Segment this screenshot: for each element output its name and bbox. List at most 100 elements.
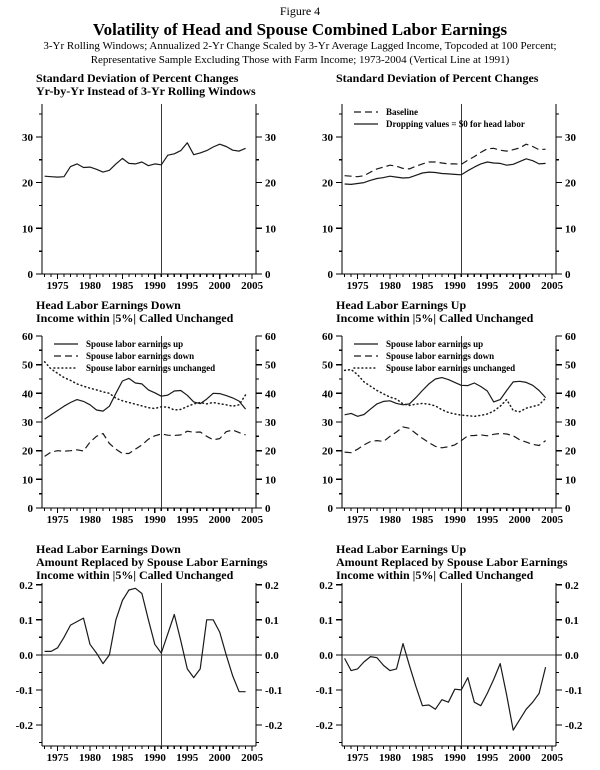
x-tick-label: 2000: [509, 514, 531, 526]
y-tick-label-right: 0: [265, 503, 271, 515]
x-tick-label: 2005: [541, 752, 564, 764]
chart-head-up-replacement: Head Labor Earnings Up Amount Replaced by…: [300, 541, 600, 770]
x-tick-label: 1980: [79, 752, 102, 764]
x-tick-label: 2000: [209, 280, 232, 292]
series-line-dropping-values-0-for-head-labor: [344, 157, 546, 185]
y-tick-label-left: 30: [322, 132, 334, 144]
x-tick-label: 1985: [111, 752, 134, 764]
y-tick-label-right: 0.2: [565, 580, 579, 592]
y-tick-label-left: 10: [322, 474, 334, 486]
x-tick-label: 1980: [379, 514, 402, 526]
x-tick-label: 1995: [176, 514, 199, 526]
chart-title-line: Standard Deviation of Percent Changes: [36, 71, 239, 85]
figure-title: Volatility of Head and Spouse Combined L…: [92, 20, 508, 39]
figure-subtitle-1: 3-Yr Rolling Windows; Annualized 2-Yr Ch…: [43, 40, 557, 53]
y-tick-label-right: 50: [265, 359, 277, 371]
y-tick-label-right: 30: [265, 132, 277, 144]
y-tick-label-left: 0.1: [19, 615, 33, 627]
x-tick-label: 2005: [541, 514, 564, 526]
x-tick-label: 1995: [476, 280, 499, 292]
x-tick-label: 1985: [111, 514, 134, 526]
figure-label: Figure 4: [279, 4, 321, 18]
chart-head-down-replacement: Head Labor Earnings Down Amount Replaced …: [0, 541, 300, 770]
series-line-spouse-labor-earnings-down: [344, 426, 546, 454]
chart-title-line: Yr-by-Yr Instead of 3-Yr Rolling Windows: [36, 84, 256, 98]
y-tick-label-right: -0.1: [565, 685, 582, 697]
legend-label-spouse-labor-earnings-up: Spouse labor earnings up: [86, 339, 183, 349]
y-tick-label-left: 60: [22, 331, 34, 343]
y-tick-label-right: 50: [565, 359, 577, 371]
x-tick-label: 1975: [347, 514, 370, 526]
y-tick-label-right: 20: [265, 445, 277, 457]
y-tick-label-left: 50: [22, 359, 34, 371]
x-tick-label: 1980: [379, 752, 402, 764]
y-tick-label-right: -0.1: [265, 685, 282, 697]
series-line-spouse-labor-earnings-unchanged: [43, 360, 247, 411]
y-tick-label-left: 0.0: [19, 650, 33, 662]
y-tick-label-left: 30: [22, 132, 34, 144]
y-tick-label-left: 10: [322, 223, 334, 235]
y-tick-label-right: 0.1: [265, 615, 279, 627]
series-line-replacement-share: [44, 587, 246, 693]
chart-std-dev-baseline-vs-dropping: Standard Deviation of Percent Changes 0 0 1…: [300, 68, 600, 296]
y-tick-label-left: 30: [22, 417, 34, 429]
y-tick-label-left: 0.2: [319, 580, 333, 592]
x-tick-label: 1985: [411, 514, 434, 526]
x-tick-label: 2005: [241, 752, 264, 764]
chart-head-up-shares: Head Labor Earnings Up Income within |5%|…: [300, 296, 600, 541]
y-tick-label-left: 0: [28, 503, 34, 515]
x-tick-label: 1990: [444, 280, 467, 292]
figure-header: Figure 4 Volatility of Head and Spouse C…: [0, 0, 600, 68]
y-tick-label-right: 40: [565, 388, 577, 400]
x-tick-label: 2005: [241, 514, 264, 526]
x-tick-label: 1995: [176, 752, 199, 764]
y-tick-label-left: 0.1: [319, 615, 333, 627]
x-tick-label: 1995: [476, 514, 499, 526]
x-tick-label: 2000: [209, 514, 232, 526]
y-tick-label-left: 60: [322, 331, 334, 343]
y-tick-label-left: 0: [328, 503, 334, 515]
y-tick-label-left: 20: [322, 177, 334, 189]
x-tick-label: 1985: [411, 752, 434, 764]
x-tick-label: 1975: [47, 280, 70, 292]
y-tick-label-left: 10: [22, 223, 34, 235]
y-tick-label-left: 0: [328, 269, 334, 281]
y-tick-label-left: 20: [22, 177, 34, 189]
series-line-yr-by-yr-std-dev: [44, 141, 246, 178]
legend-label-spouse-labor-earnings-unchanged: Spouse labor earnings unchanged: [386, 363, 515, 373]
x-tick-label: 1980: [379, 280, 402, 292]
y-tick-label-left: -0.2: [316, 720, 334, 732]
y-tick-label-right: 0: [565, 503, 571, 515]
y-tick-label-right: 10: [565, 223, 577, 235]
y-tick-label-right: -0.2: [565, 720, 583, 732]
y-tick-label-right: 0.2: [265, 580, 279, 592]
charts-grid: Standard Deviation of Percent Changes Yr-…: [0, 68, 600, 770]
x-tick-label: 2000: [509, 752, 531, 764]
chart-title-line: Amount Replaced by Spouse Labor Earnings: [336, 555, 568, 569]
series-line-spouse-labor-earnings-down: [44, 429, 246, 457]
chart-title-line: Head Labor Earnings Down: [36, 298, 181, 312]
x-tick-label: 1975: [347, 752, 370, 764]
x-tick-label: 1975: [347, 280, 370, 292]
y-tick-label-right: 0.1: [565, 615, 579, 627]
x-tick-label: 2000: [509, 280, 531, 292]
chart-title-line: Income within |5%| Called Unchanged: [36, 311, 234, 325]
chart-title-line: Standard Deviation of Percent Changes: [336, 71, 539, 85]
y-tick-label-right: 10: [565, 474, 577, 486]
chart-title-line: Head Labor Earnings Up: [336, 542, 466, 556]
y-tick-label-right: 0: [265, 269, 271, 281]
y-tick-label-right: 10: [265, 223, 277, 235]
chart-title-line: Head Labor Earnings Down: [36, 542, 181, 556]
y-tick-label-right: 60: [565, 331, 577, 343]
series-line-spouse-labor-earnings-up: [344, 376, 547, 417]
legend-label-spouse-labor-earnings-down: Spouse labor earnings down: [386, 351, 494, 361]
chart-svg-std-dev-baseline-vs-dropping: Standard Deviation of Percent Changes 0 0 1…: [322, 71, 577, 292]
x-tick-label: 2000: [209, 752, 232, 764]
y-tick-label-left: 0: [28, 269, 34, 281]
chart-std-dev-yr-by-yr: Standard Deviation of Percent Changes Yr-…: [0, 68, 300, 296]
chart-head-down-shares: Head Labor Earnings Down Income within |5…: [0, 296, 300, 541]
